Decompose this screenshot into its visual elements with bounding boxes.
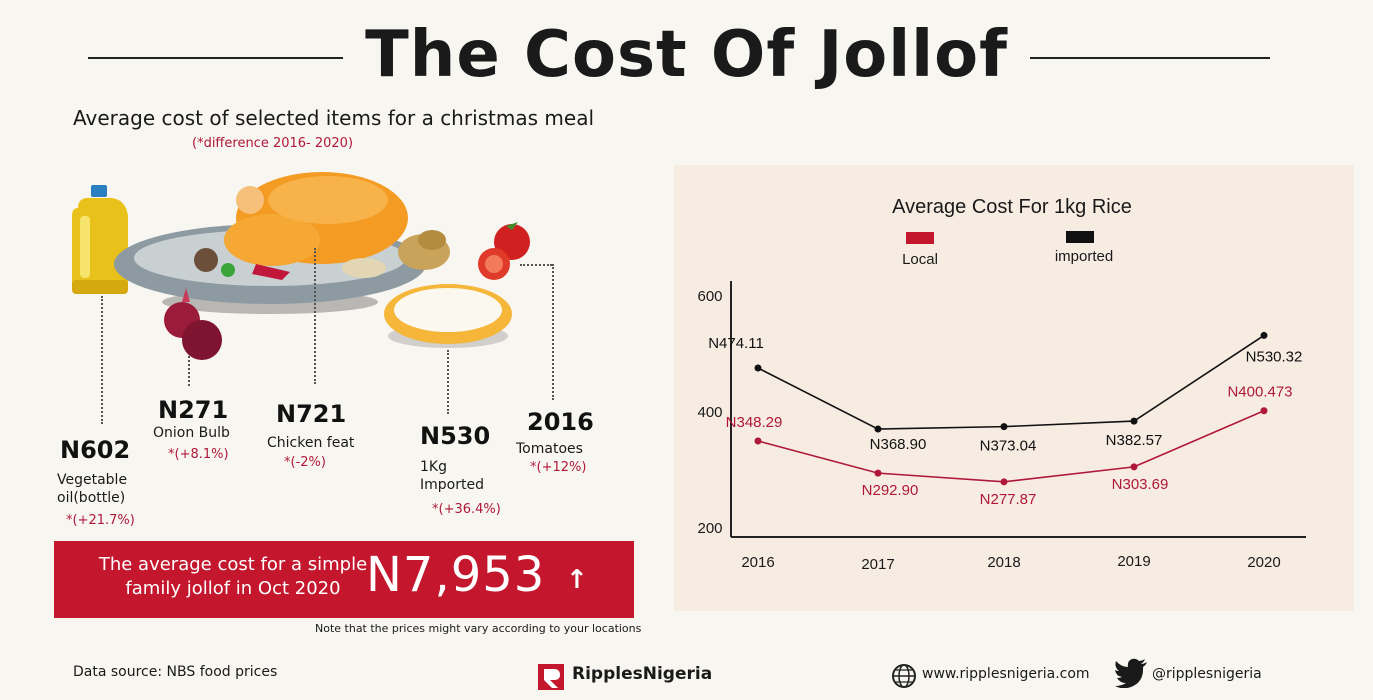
twitter-handle[interactable]: @ripplesnigeria (1152, 666, 1262, 682)
subtitle: Average cost of selected items for a chr… (73, 106, 595, 130)
y-tick-label: 600 (697, 288, 722, 305)
item-label-line: Imported (420, 477, 484, 493)
leader-line-tomato (552, 264, 554, 400)
data-point-imported (1260, 331, 1268, 339)
vary-note: Note that the prices might vary accordin… (315, 622, 642, 635)
title-rule-left (88, 57, 343, 59)
y-tick-label: 200 (697, 520, 722, 537)
data-point-imported (1130, 417, 1138, 425)
data-label-local: N277.87 (980, 491, 1037, 508)
item-oil: N602 (60, 436, 130, 464)
data-point-imported (1000, 423, 1008, 431)
data-label-local: N303.69 (1112, 476, 1169, 493)
up-arrow-icon: ↑ (566, 565, 588, 595)
x-tick-label: 2019 (1117, 553, 1150, 570)
vegetable-oil-bottle-icon (72, 185, 128, 294)
summary-text-line: The average cost for a simple (98, 554, 368, 575)
legend-label-imported: imported (1055, 248, 1113, 265)
item-label-line: 1Kg (420, 459, 447, 475)
item-onion-price: N271 (158, 396, 229, 424)
data-point-imported (874, 425, 882, 433)
leader-line-onion (188, 356, 190, 386)
data-label-imported: N373.04 (980, 438, 1037, 455)
item-oil-change: *(+21.7%) (66, 513, 135, 528)
item-chicken-label: Chicken feat (267, 435, 355, 451)
data-label-imported: N368.90 (870, 436, 927, 453)
data-label-local: N292.90 (862, 482, 919, 499)
item-onion-label: Onion Bulb (153, 425, 230, 441)
legend-swatch-local (906, 232, 934, 244)
leader-line-rice (447, 350, 449, 414)
x-tick-label: 2016 (741, 554, 774, 571)
item-rice-price: N530 (420, 422, 491, 450)
summary-text-line: family jollof in Oct 2020 (125, 578, 341, 599)
globe-icon (892, 664, 916, 688)
website-link[interactable]: www.ripplesnigeria.com (922, 666, 1090, 682)
page-title: The Cost Of Jollof (365, 18, 1008, 92)
data-point-local (1130, 463, 1138, 471)
x-tick-label: 2018 (987, 554, 1020, 571)
item-tomato-change: *(+12%) (530, 460, 587, 475)
chart-panel: Average Cost For 1kg Rice Local imported… (674, 165, 1354, 611)
item-label-line: Vegetable (57, 472, 128, 488)
item-onion-change: *(+8.1%) (168, 447, 229, 462)
chart-title: Average Cost For 1kg Rice (892, 196, 1132, 218)
item-rice-change: *(+36.4%) (432, 502, 501, 517)
summary-box: The average cost for a simple family jol… (54, 541, 634, 618)
data-point-local (754, 437, 762, 445)
rice-bowl-icon (384, 284, 512, 348)
item-price: N602 (60, 436, 131, 464)
leader-line-tomato-horizontal (520, 264, 552, 266)
summary-value: N7,953 (366, 547, 546, 603)
item-label-line: oil(bottle) (57, 490, 126, 506)
x-tick-label: 2020 (1247, 554, 1280, 571)
jollof-meal-illustration (72, 172, 530, 360)
item-oil-label: Vegetable oil(bottle) (57, 471, 127, 507)
item-chicken-change: *(-2%) (284, 455, 326, 470)
leader-line-chicken (314, 248, 316, 384)
series-line-imported (757, 334, 1265, 430)
onion-icon (164, 288, 222, 360)
item-chicken-price: N721 (276, 400, 347, 428)
data-label-imported: N382.57 (1106, 432, 1163, 449)
item-tomato-label: Tomatoes (516, 441, 583, 457)
data-label-local: N348.29 (726, 414, 783, 431)
twitter-bird-icon (1115, 658, 1147, 688)
tomato-icon (478, 222, 530, 280)
legend-swatch-imported (1066, 231, 1094, 243)
x-tick-label: 2017 (861, 556, 894, 573)
rice-cost-line-chart: Average Cost For 1kg Rice Local imported… (697, 196, 1306, 573)
roast-chicken-icon (224, 172, 408, 266)
data-label-imported: N474.11 (708, 335, 764, 352)
summary-text: The average cost for a simple family jol… (88, 553, 378, 601)
data-point-local (874, 469, 882, 477)
y-tick-label: 400 (697, 404, 722, 421)
data-point-imported (754, 364, 762, 372)
leader-line-oil (101, 296, 103, 424)
data-point-local (1260, 407, 1268, 415)
data-label-local: N400.473 (1227, 384, 1292, 401)
item-rice-label: 1Kg Imported (420, 458, 484, 494)
data-label-imported: N530.32 (1246, 348, 1303, 365)
item-tomato-price: 2016 (527, 408, 594, 436)
data-point-local (1000, 478, 1008, 486)
brand-name: RipplesNigeria (572, 664, 713, 684)
title-rule-right (1030, 57, 1270, 59)
data-source: Data source: NBS food prices (73, 664, 278, 680)
ripples-logo-icon (538, 664, 564, 690)
difference-note: (*difference 2016- 2020) (192, 136, 354, 151)
legend-label-local: Local (902, 251, 938, 268)
